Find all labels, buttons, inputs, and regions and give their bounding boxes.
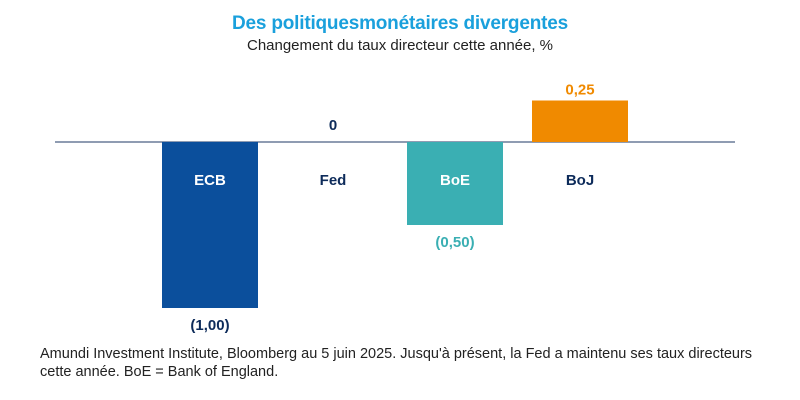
bar-boe <box>407 142 503 225</box>
category-label-boe: BoE <box>440 172 470 189</box>
category-label-ecb: ECB <box>194 172 226 189</box>
value-label-boj: 0,25 <box>565 82 594 99</box>
value-label-ecb: (1,00) <box>190 317 229 334</box>
value-label-boe: (0,50) <box>435 234 474 251</box>
value-label-fed: 0 <box>329 117 337 134</box>
bar-boj <box>532 100 628 142</box>
bar-ecb <box>162 142 258 308</box>
category-label-boj: BoJ <box>566 172 594 189</box>
source-footnote: Amundi Investment Institute, Bloomberg a… <box>40 346 753 380</box>
chart-subtitle: Changement du taux directeur cette année… <box>246 37 554 54</box>
chart-title: Des politiquesmonétaires divergentes <box>232 13 568 34</box>
bar-chart: ECB (1,00) Fed 0 BoE (0,50) BoJ 0,25 <box>55 82 735 334</box>
category-label-fed: Fed <box>320 172 347 189</box>
